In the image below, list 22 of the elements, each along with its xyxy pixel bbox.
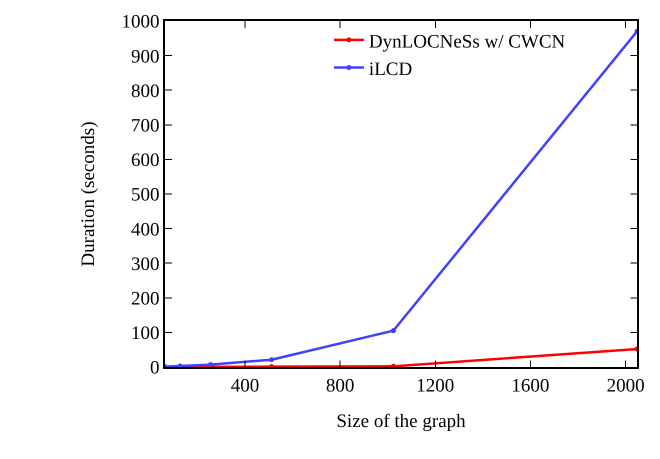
y-tick-label: 100 bbox=[130, 323, 160, 344]
x-tick-label: 800 bbox=[326, 376, 354, 397]
point bbox=[269, 357, 274, 362]
y-tick-label: 300 bbox=[130, 254, 160, 275]
legend-label: DynLOCNeSs w/ CWCN bbox=[368, 31, 566, 52]
x-axis-title: Size of the graph bbox=[336, 410, 466, 432]
y-tick-label: 900 bbox=[130, 46, 160, 68]
x-tick-label: 1600 bbox=[511, 376, 550, 397]
y-tick-label: 800 bbox=[130, 80, 160, 102]
y-axis-title: Duration (seconds) bbox=[78, 121, 99, 267]
x-tick-label: 1200 bbox=[416, 376, 454, 397]
y-tick-label: 700 bbox=[130, 115, 160, 136]
y-tick-label: 0 bbox=[150, 358, 160, 379]
y-tick-label: 1000 bbox=[121, 12, 160, 33]
legend-label: iLCD bbox=[368, 58, 412, 80]
y-tick-label: 200 bbox=[130, 288, 160, 310]
point bbox=[390, 328, 396, 334]
y-tick-label: 400 bbox=[130, 219, 160, 240]
x-tick-label: 2000 bbox=[606, 376, 645, 397]
y-tick-label: 500 bbox=[130, 184, 160, 206]
y-tick-label: 600 bbox=[130, 150, 160, 172]
x-tick-label: 400 bbox=[230, 376, 260, 397]
